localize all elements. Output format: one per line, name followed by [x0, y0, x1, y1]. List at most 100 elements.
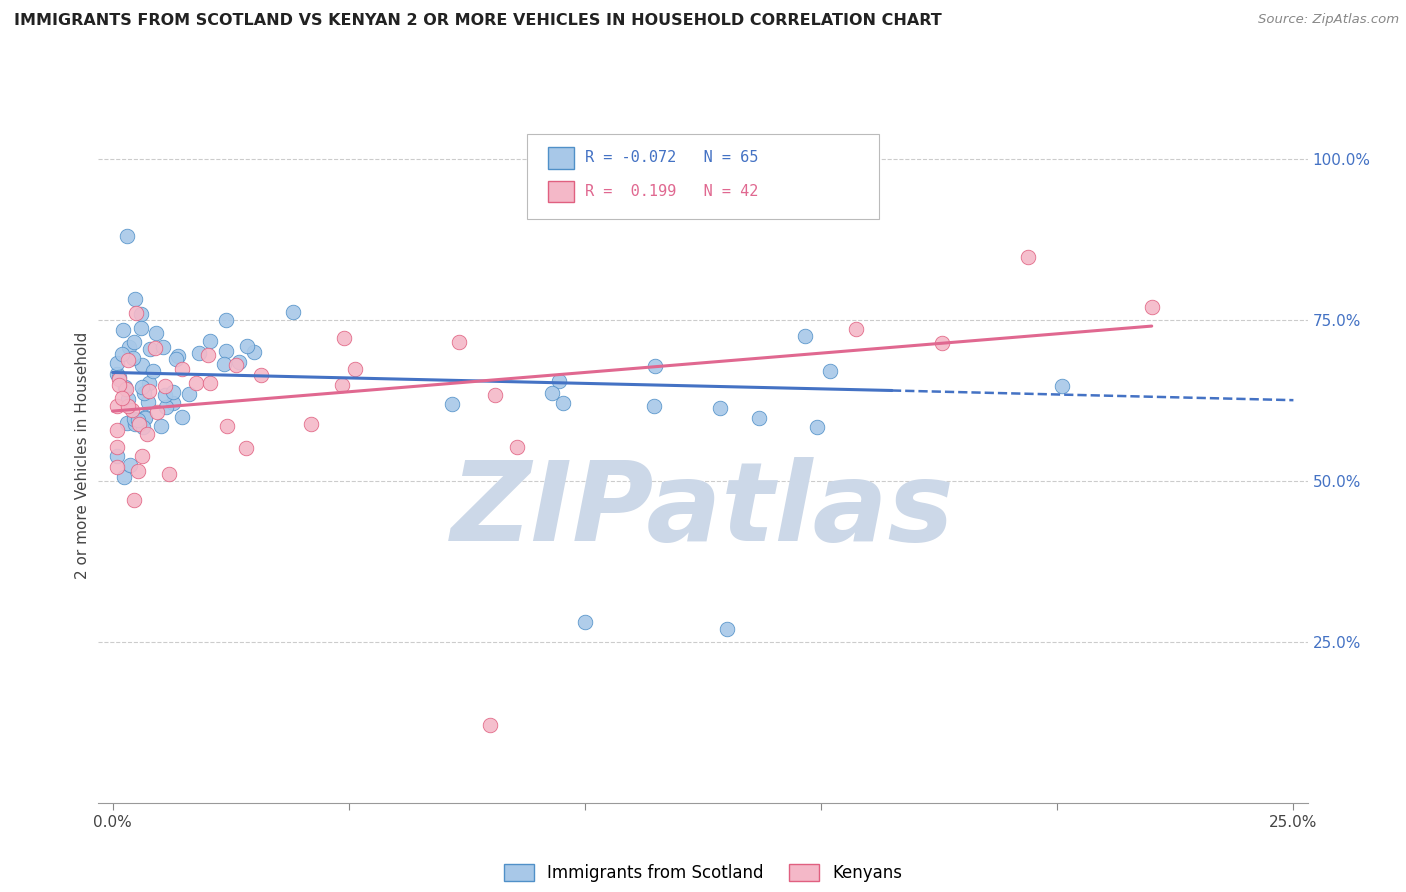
Point [117, 392, 139, 406]
Point [709, 401, 731, 416]
Point [540, 385, 562, 400]
Point [105, 441, 128, 455]
Text: Source: ZipAtlas.com: Source: ZipAtlas.com [1258, 13, 1399, 27]
Point [124, 417, 146, 431]
Point [105, 450, 128, 464]
Point [134, 409, 156, 424]
Point [330, 378, 353, 392]
Point [172, 362, 194, 376]
Point [484, 388, 506, 402]
Point [128, 417, 150, 431]
Point [132, 419, 155, 434]
Point [138, 376, 160, 391]
Point [131, 449, 153, 463]
Point [155, 379, 177, 393]
Point [167, 350, 190, 364]
Point [117, 416, 139, 430]
Point [170, 409, 193, 424]
Point [243, 345, 266, 359]
Point [506, 440, 529, 454]
Point [479, 718, 502, 732]
Point [153, 388, 176, 402]
Point [152, 340, 174, 354]
Point [162, 384, 184, 399]
Point [333, 331, 356, 345]
Point [142, 364, 165, 378]
Point [129, 321, 152, 335]
Point [155, 400, 177, 414]
Point [134, 385, 156, 400]
Point [108, 370, 131, 384]
Point [551, 396, 574, 410]
Point [122, 335, 145, 350]
Point [124, 411, 146, 425]
Point [215, 312, 238, 326]
Legend: Immigrants from Scotland, Kenyans: Immigrants from Scotland, Kenyans [498, 857, 908, 888]
Point [105, 423, 128, 437]
Y-axis label: 2 or more Vehicles in Household: 2 or more Vehicles in Household [75, 331, 90, 579]
Point [107, 377, 129, 392]
Point [235, 442, 257, 456]
Point [228, 355, 250, 369]
Point [748, 410, 770, 425]
Point [111, 392, 134, 406]
Point [1140, 300, 1163, 314]
Point [138, 384, 160, 398]
Point [114, 382, 136, 396]
Point [115, 228, 138, 243]
Point [299, 417, 322, 431]
Point [122, 493, 145, 508]
Point [198, 334, 221, 349]
Point [127, 464, 149, 478]
Point [643, 399, 665, 413]
Point [131, 379, 153, 393]
Point [131, 359, 153, 373]
Point [716, 622, 738, 636]
Point [108, 372, 131, 386]
Point [1052, 379, 1074, 393]
Point [187, 345, 209, 359]
Point [198, 376, 221, 390]
Point [112, 323, 135, 337]
Point [215, 418, 238, 433]
Point [136, 427, 159, 442]
Point [165, 352, 187, 367]
Point [125, 306, 148, 320]
Text: ZIPatlas: ZIPatlas [451, 457, 955, 564]
Point [440, 397, 463, 411]
Point [574, 615, 596, 630]
Point [186, 376, 208, 390]
Point [225, 358, 247, 372]
Point [547, 375, 569, 389]
Point [105, 356, 128, 370]
Point [162, 396, 184, 410]
Point [122, 351, 145, 366]
Point [449, 335, 471, 350]
Point [105, 460, 128, 475]
Point [150, 419, 173, 434]
Point [197, 348, 219, 362]
Point [145, 326, 167, 341]
Point [845, 322, 868, 336]
Point [111, 347, 134, 361]
Point [249, 368, 271, 382]
Point [818, 363, 841, 377]
Point [134, 410, 156, 425]
Point [214, 358, 236, 372]
Point [281, 305, 304, 319]
Point [121, 402, 143, 417]
Point [139, 342, 162, 356]
Point [136, 394, 159, 409]
Point [105, 368, 128, 382]
Point [124, 292, 146, 306]
Point [117, 340, 139, 354]
Point [146, 404, 169, 418]
Point [117, 353, 139, 368]
Point [1017, 250, 1039, 264]
Text: R =  0.199   N = 42: R = 0.199 N = 42 [585, 185, 758, 199]
Point [215, 343, 238, 358]
Point [105, 399, 128, 413]
Point [236, 339, 259, 353]
Point [806, 419, 828, 434]
Point [129, 307, 152, 321]
